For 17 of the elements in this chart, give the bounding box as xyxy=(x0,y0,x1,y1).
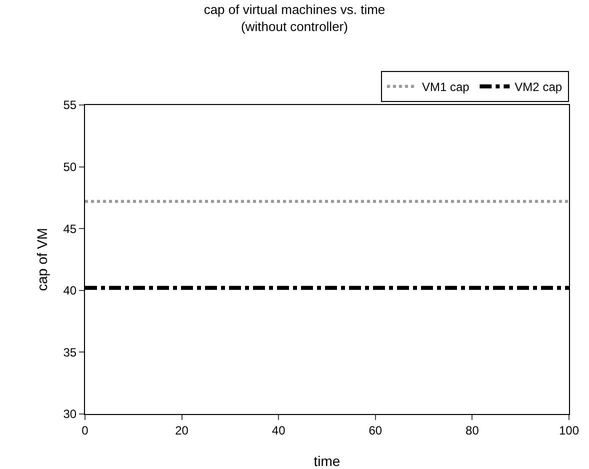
x-tick-label: 40 xyxy=(272,423,286,438)
x-tick-label: 100 xyxy=(558,423,580,438)
x-axis-title: time xyxy=(314,453,340,469)
y-tick-label: 50 xyxy=(63,160,77,174)
chart-title: cap of virtual machines vs. time (without controller) xyxy=(204,2,386,34)
x-tick-label: 60 xyxy=(368,423,382,438)
y-tick-label: 30 xyxy=(63,407,77,422)
legend-label: VM2 cap xyxy=(514,80,562,94)
y-tick-label: 40 xyxy=(63,284,77,298)
x-tick-label: 80 xyxy=(466,423,480,438)
legend-label: VM1 cap xyxy=(422,80,470,94)
y-tick-label: 45 xyxy=(63,222,77,236)
y-tick-label: 55 xyxy=(63,98,77,112)
y-axis-title: cap of VM xyxy=(34,228,50,292)
x-tick-label: 0 xyxy=(82,423,89,438)
x-tick-label: 20 xyxy=(175,423,189,438)
y-tick-label: 35 xyxy=(63,345,77,360)
